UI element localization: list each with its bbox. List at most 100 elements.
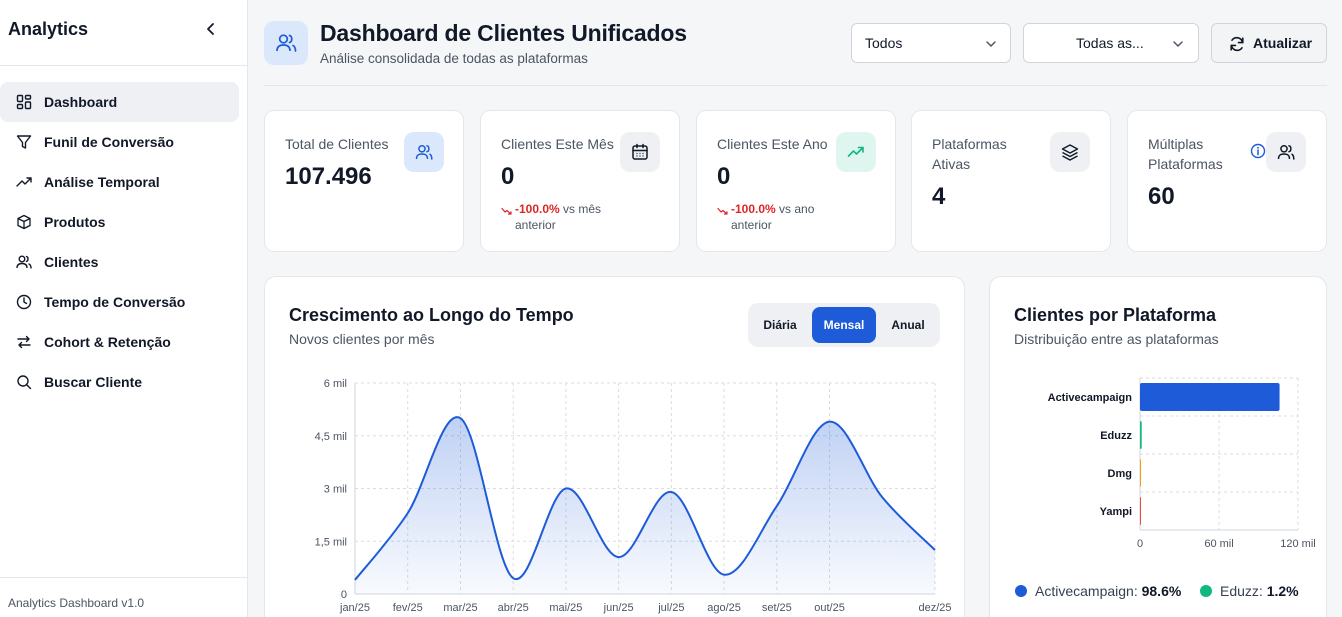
page-subtitle: Análise consolidada de todas as platafor… [320,51,588,66]
sidebar-item-produtos[interactable]: Produtos [0,202,240,242]
chart-title: Clientes por Plataforma [1014,305,1217,325]
legend-value: 98.6% [1141,583,1182,599]
kpi-clientes-mes: Clientes Este Mês 0 -100.0% vs mês anter… [480,110,680,252]
x-tick-label: 0 [1137,538,1143,550]
platform-chart-card: Clientes por Plataforma Distribuição ent… [989,276,1327,617]
y-tick-label: 0 [341,589,347,601]
chevron-down-icon [986,41,996,48]
legend-value: 1.2% [1266,583,1299,599]
sidebar-item-label: Tempo de Conversão [44,294,186,310]
sidebar-item-clientes[interactable]: Clientes [0,242,240,282]
kpi-icon-box [836,132,876,172]
category-label: Eduzz [1100,430,1132,442]
bar [1140,383,1280,411]
category-label: Dmg [1108,468,1132,480]
box-icon [17,214,31,230]
x-tick-label: ago/25 [707,602,741,614]
kpi-label: Total de Clientes [285,136,389,152]
area-fill [355,417,935,594]
chart-subtitle: Distribuição entre as plataformas [1014,331,1219,347]
sidebar-item-tempo-conversao[interactable]: Tempo de Conversão [0,282,240,322]
growth-chart-card: Crescimento ao Longo do Tempo Novos clie… [264,276,965,617]
dashboard-icon [16,94,32,110]
x-tick-label: dez/25 [918,602,951,614]
kpi-icon-box [1266,132,1306,172]
kpi-delta-value: -100.0% [515,202,560,216]
period-select-value: Todas as... [1076,35,1144,51]
kpi-label: Clientes Este Ano [717,136,828,152]
y-tick-label: 1,5 mil [315,536,347,548]
granularity-toggle: Diária Mensal Anual [748,303,940,347]
calendar-icon [632,143,648,160]
user-check-icon [1277,144,1295,160]
kpi-plataformas-ativas: Plataformas Ativas 4 [911,110,1111,252]
users-icon [16,255,32,269]
sidebar-item-dashboard[interactable]: Dashboard [0,82,239,122]
sidebar-item-funil[interactable]: Funil de Conversão [0,122,240,162]
sidebar-item-label: Funil de Conversão [44,134,174,150]
y-tick-label: 4,5 mil [315,431,347,443]
kpi-delta-text: vs ano anterior [731,202,815,232]
kpi-delta-text: vs mês anterior [515,202,602,232]
header-icon-box [264,21,308,65]
swap-icon [17,335,31,349]
kpi-icon-box [620,132,660,172]
funnel-icon [16,135,32,149]
refresh-icon [1230,36,1244,52]
trending-up-icon [847,146,864,157]
trending-down-icon [501,207,512,215]
chevron-left-icon[interactable] [202,20,220,38]
category-label: Activecampaign [1048,392,1133,404]
refresh-label: Atualizar [1253,35,1313,51]
search-icon [17,375,32,390]
kpi-total-clientes: Total de Clientes 107.496 [264,110,464,252]
kpi-value: 107.496 [285,163,372,190]
sidebar-item-label: Clientes [44,254,99,270]
y-tick-label: 3 mil [324,484,347,496]
kpi-multiplas-plataformas: Múltiplas Plataformas 60 [1127,110,1327,252]
trend-icon [16,177,32,187]
sidebar-item-cohort[interactable]: Cohort & Retenção [0,322,240,362]
x-tick-label: mar/25 [443,602,477,614]
chevron-down-icon [1173,41,1183,48]
x-tick-label: 60 mil [1204,538,1233,550]
platform-select[interactable]: Todos [851,23,1011,63]
sidebar: Analytics Dashboard Funil de Conversão A… [0,0,248,617]
bar [1140,497,1141,525]
x-tick-label: abr/25 [498,602,529,614]
chart-title: Crescimento ao Longo do Tempo [289,305,574,325]
x-tick-label: jun/25 [603,602,634,614]
x-tick-label: mai/25 [549,602,582,614]
legend-item: Activecampaign: 98.6% [1015,583,1181,599]
category-label: Yampi [1100,506,1132,518]
legend-label: Activecampaign: [1035,583,1138,599]
kpi-value: 0 [717,163,731,190]
page-title: Dashboard de Clientes Unificados [320,20,687,46]
sidebar-item-label: Análise Temporal [44,174,160,190]
legend-swatch [1200,585,1212,597]
kpi-label: Plataformas Ativas [932,136,1007,172]
users-icon [276,34,297,52]
sidebar-header: Analytics [0,0,247,66]
period-select[interactable]: Todas as... [1023,23,1199,63]
sidebar-item-label: Produtos [44,214,106,230]
layers-icon [1061,144,1079,161]
y-tick-label: 6 mil [324,378,347,390]
x-tick-label: fev/25 [393,602,423,614]
kpi-label: Clientes Este Mês [501,136,614,152]
tab-mensal[interactable]: Mensal [812,307,876,343]
refresh-button[interactable]: Atualizar [1211,23,1327,63]
kpi-clientes-ano: Clientes Este Ano 0 -100.0% vs ano anter… [696,110,896,252]
info-icon[interactable] [1250,143,1266,159]
legend-swatch [1015,585,1027,597]
users-icon [415,144,433,160]
tab-diaria[interactable]: Diária [763,318,797,332]
platform-bar-chart: 0 60 mil 120 mil Activecampaign Eduzz Dmg Yamp… [1048,377,1316,550]
x-tick-label: 120 mil [1280,538,1315,550]
clock-icon [16,294,32,310]
sidebar-item-analise-temporal[interactable]: Análise Temporal [0,162,240,202]
sidebar-item-buscar-cliente[interactable]: Buscar Cliente [0,362,240,402]
tab-anual[interactable]: Anual [891,318,925,332]
kpi-label: Múltiplas Plataformas [1148,136,1223,172]
kpi-value: 60 [1148,183,1175,210]
